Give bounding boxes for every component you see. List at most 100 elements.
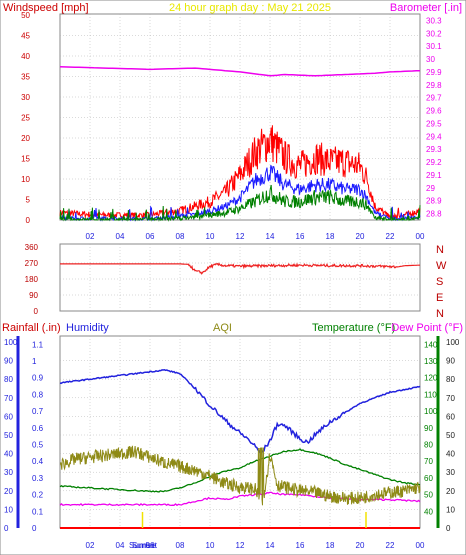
humidity-tick-label: 0 <box>4 524 9 533</box>
rainfall-tick-label: 0.8 <box>32 390 44 399</box>
direction-grid <box>59 243 421 312</box>
windspeed-tick-label: 5 <box>26 196 31 205</box>
windspeed-tick-label: 25 <box>21 114 30 123</box>
barometer-tick-label: 29.7 <box>426 94 442 103</box>
hour-tick-label: 22 <box>386 232 395 241</box>
rainfall-tick-label: 0.5 <box>32 441 44 450</box>
hour-tick-label: 12 <box>236 232 245 241</box>
aqi-line <box>59 445 421 506</box>
direction-tick-label: 0 <box>34 307 39 316</box>
humidity-tick-label: 20 <box>4 487 13 496</box>
hour-tick-label: 14 <box>266 541 275 550</box>
windspeed-title: Windspeed [mph] <box>3 2 89 14</box>
barometer-tick-label: 29.6 <box>426 107 442 116</box>
temperature-tick-label: 50 <box>424 491 433 500</box>
hour-tick-label: 10 <box>206 541 215 550</box>
barometer-tick-label: 30 <box>426 55 435 64</box>
hour-tick-label: 08 <box>176 541 185 550</box>
barometer-line <box>59 66 421 77</box>
rainfall-ticks: 1.1 1 0.9 0.8 0.7 0.6 0.5 0.4 0.3 0.2 0.1 0 <box>32 340 44 533</box>
hour-tick-label: 06 <box>146 232 155 241</box>
hour-tick-label: 10 <box>206 232 215 241</box>
windspeed-tick-label: 50 <box>21 11 30 20</box>
barometer-tick-label: 29.8 <box>426 81 442 90</box>
temperature-tick-label: 80 <box>424 441 433 450</box>
hour-tick-label: 12 <box>236 541 245 550</box>
rainfall-tick-label: 1 <box>32 357 37 366</box>
rainfall-tick-label: 0.4 <box>32 457 44 466</box>
sun-events: Sunrise Sunset <box>129 512 367 550</box>
barometer-tick-label: 29.3 <box>426 145 442 154</box>
hour-tick-label: 00 <box>416 541 425 550</box>
aqi-tick-label: 100 <box>446 338 460 347</box>
temperature-line <box>59 448 421 493</box>
windspeed-tick-label: 10 <box>21 175 30 184</box>
humidity-tick-label: 10 <box>4 505 13 514</box>
barometer-tick-label: 29 <box>426 184 435 193</box>
temperature-tick-label: 90 <box>424 424 433 433</box>
aqi-tick-label: 80 <box>446 375 455 384</box>
barometer-tick-label: 29.9 <box>426 68 442 77</box>
barometer-tick-label: 30.2 <box>426 29 442 38</box>
hour-tick-label: 20 <box>356 232 365 241</box>
humidity-tick-label: 100 <box>4 338 18 347</box>
barometer-ticks: 30.3 30.2 30.1 30 29.9 29.8 29.7 29.6 29.5 29.4 29… <box>426 16 442 218</box>
weather-series <box>59 369 421 507</box>
aqi-tick-label: 0 <box>446 524 451 533</box>
temperature-tick-label: 60 <box>424 474 433 483</box>
barometer-tick-label: 29.2 <box>426 158 442 167</box>
rainfall-tick-label: 0.7 <box>32 407 44 416</box>
aqi-tick-label: 50 <box>446 431 455 440</box>
wind-hour-ticks: 02 04 06 08 10 12 14 16 18 20 22 00 <box>86 232 425 241</box>
temperature-tick-label: 140 <box>424 340 438 349</box>
temperature-tick-label: 110 <box>424 390 437 399</box>
compass-tick-label: W <box>436 260 447 272</box>
humidity-tick-label: 70 <box>4 394 13 403</box>
barometer-tick-label: 29.1 <box>426 171 442 180</box>
rainfall-tick-label: 1.1 <box>32 340 44 349</box>
temperature-ticks: 140 130 120 110 100 90 80 70 60 50 40 <box>424 340 438 516</box>
barometer-title: Barometer [.in] <box>390 2 462 14</box>
direction-tick-label: 270 <box>25 259 39 268</box>
barometer-tick-label: 30.3 <box>426 16 442 25</box>
wind-direction-line <box>60 262 421 275</box>
direction-series <box>60 262 421 275</box>
hour-tick-label: 04 <box>116 541 125 550</box>
windspeed-tick-label: 20 <box>21 134 30 143</box>
wind-low-line <box>59 184 421 222</box>
direction-tick-label: 360 <box>25 243 39 252</box>
rainfall-tick-label: 0.6 <box>32 424 44 433</box>
rainfall-tick-label: 0 <box>32 524 37 533</box>
temperature-tick-label: 120 <box>424 374 438 383</box>
windspeed-tick-label: 15 <box>21 155 30 164</box>
direction-tick-label: 90 <box>29 291 38 300</box>
temperature-tick-label: 100 <box>424 407 438 416</box>
aqi-tick-label: 40 <box>446 450 455 459</box>
compass-tick-label: S <box>436 276 443 288</box>
temperature-tick-label: 40 <box>424 507 433 516</box>
aqi-tick-label: 20 <box>446 487 455 496</box>
hour-tick-label: 02 <box>86 232 95 241</box>
hour-tick-label: 04 <box>116 232 125 241</box>
rainfall-tick-label: 0.9 <box>32 374 44 383</box>
compass-tick-label: E <box>436 292 443 304</box>
barometer-tick-label: 29.5 <box>426 119 442 128</box>
sunrise-label: Sunrise <box>129 541 157 550</box>
hour-tick-label: 18 <box>326 232 335 241</box>
humidity-line <box>59 369 421 456</box>
hour-tick-label: 18 <box>326 541 335 550</box>
rainfall-tick-label: 0.2 <box>32 491 44 500</box>
date-title: 24 hour graph day : May 21 2025 <box>169 2 331 14</box>
weather-hour-ticks: 02 04 06 08 10 12 14 16 18 20 22 00 <box>86 541 425 550</box>
hour-tick-label: 00 <box>416 232 425 241</box>
temperature-title: Temperature (°F) <box>312 322 395 334</box>
hour-tick-label: 16 <box>296 232 305 241</box>
humidity-title: Humidity <box>66 322 109 334</box>
humidity-tick-label: 90 <box>4 357 13 366</box>
humidity-tick-label: 60 <box>4 412 13 421</box>
hour-tick-label: 02 <box>86 541 95 550</box>
